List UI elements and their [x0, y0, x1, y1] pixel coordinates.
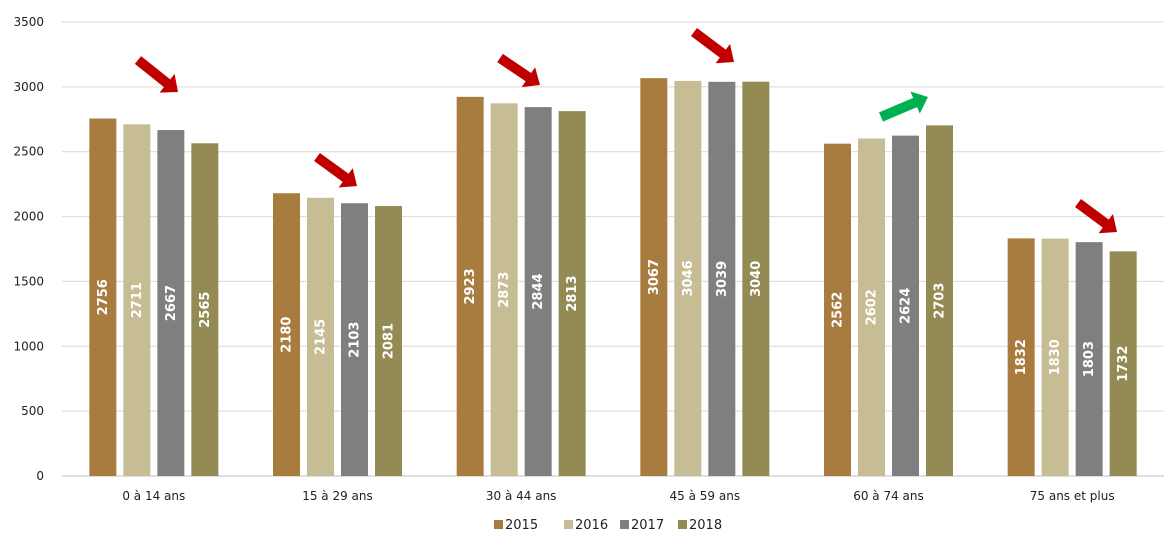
bar-value-label: 2602: [865, 289, 880, 325]
bar: [1109, 251, 1137, 476]
y-tick-label: 1000: [13, 339, 44, 353]
x-category-label: 15 à 29 ans: [302, 489, 373, 503]
y-tick-label: 2000: [13, 210, 44, 224]
x-category-label: 60 à 74 ans: [853, 489, 924, 503]
y-tick-label: 1500: [13, 274, 44, 288]
bar: [191, 143, 219, 477]
bar-value-label: 1803: [1082, 341, 1097, 377]
bar-value-label: 2103: [348, 322, 363, 358]
bar-value-label: 1830: [1048, 339, 1063, 375]
bar: [926, 125, 953, 476]
bar-value-label: 2756: [96, 279, 111, 315]
bar: [674, 80, 702, 476]
bar-value-label: 2703: [933, 283, 948, 319]
bar: [1075, 242, 1103, 476]
arrow-up-icon: [879, 91, 929, 122]
y-tick-label: 3500: [13, 15, 44, 29]
bar: [341, 203, 368, 476]
bar: [892, 135, 919, 477]
legend-label: 2015: [505, 518, 538, 533]
bar: [524, 107, 552, 476]
bar: [640, 78, 668, 476]
arrow-down-icon: [497, 53, 540, 88]
legend: 2015 2016 2017 2018: [494, 518, 722, 533]
x-axis: 0 à 14 ans 15 à 29 ans 30 à 44 ans 45 à 59 …: [122, 489, 1114, 503]
bar-value-label: 2180: [280, 317, 295, 353]
bar-value-labels: 2756 2711 2667 2565 2180 2145 2103 2081 2923 2873…: [96, 259, 1131, 382]
bar: [558, 111, 586, 477]
legend-swatch: [494, 520, 503, 529]
legend-swatch: [678, 520, 687, 529]
arrow-down-icon: [691, 27, 735, 64]
y-tick-label: 500: [21, 404, 44, 418]
bar: [490, 103, 518, 476]
bar-value-label: 1832: [1014, 339, 1029, 375]
bar-value-label: 2081: [382, 323, 397, 359]
bar: [1007, 238, 1035, 476]
bar: [307, 197, 334, 476]
gridlines: [62, 21, 1164, 477]
x-category-label: 30 à 44 ans: [486, 489, 557, 503]
legend-label: 2016: [575, 518, 608, 533]
legend-swatch: [564, 520, 573, 529]
x-category-label: 45 à 59 ans: [670, 489, 741, 503]
bar: [273, 193, 300, 477]
legend-label: 2018: [689, 518, 722, 533]
trend-arrows: [134, 27, 1117, 234]
bar: [375, 206, 402, 476]
y-tick-label: 3000: [13, 80, 44, 94]
bar-value-label: 2873: [497, 272, 512, 308]
y-tick-label: 2500: [13, 145, 44, 159]
bar: [1041, 238, 1069, 476]
legend-swatch: [620, 520, 629, 529]
bar: [858, 138, 885, 476]
bar: [824, 143, 851, 476]
bar-value-label: 2624: [899, 288, 914, 324]
bar-value-label: 3046: [681, 260, 696, 296]
bar: [456, 96, 484, 476]
arrow-down-icon: [134, 56, 179, 93]
bar-value-label: 2923: [463, 268, 478, 304]
bar: [742, 81, 770, 476]
x-category-label: 0 à 14 ans: [122, 489, 185, 503]
bars: [89, 78, 1137, 477]
bar-value-label: 3039: [715, 261, 730, 297]
arrow-down-icon: [1075, 198, 1117, 234]
bar-value-label: 1732: [1116, 346, 1131, 382]
bar: [89, 118, 117, 476]
bar-value-label: 3040: [749, 261, 764, 297]
y-tick-label: 0: [36, 469, 44, 483]
bar-value-label: 2813: [565, 275, 580, 311]
y-axis: 0 500 1000 1500 2000 2500 3000 3500: [13, 15, 44, 483]
bar-value-label: 2711: [130, 282, 145, 318]
bar: [123, 124, 151, 476]
bar-value-label: 2565: [198, 292, 213, 328]
bar-value-label: 3067: [647, 259, 662, 295]
x-category-label: 75 ans et plus: [1030, 489, 1115, 503]
arrow-down-icon: [314, 152, 358, 188]
legend-label: 2017: [631, 518, 664, 533]
bar-value-label: 2667: [164, 285, 179, 321]
bar: [708, 81, 736, 477]
bar-value-label: 2562: [831, 292, 846, 328]
bar: [157, 130, 185, 476]
bar-value-label: 2145: [314, 319, 329, 355]
bar-value-label: 2844: [531, 273, 546, 309]
